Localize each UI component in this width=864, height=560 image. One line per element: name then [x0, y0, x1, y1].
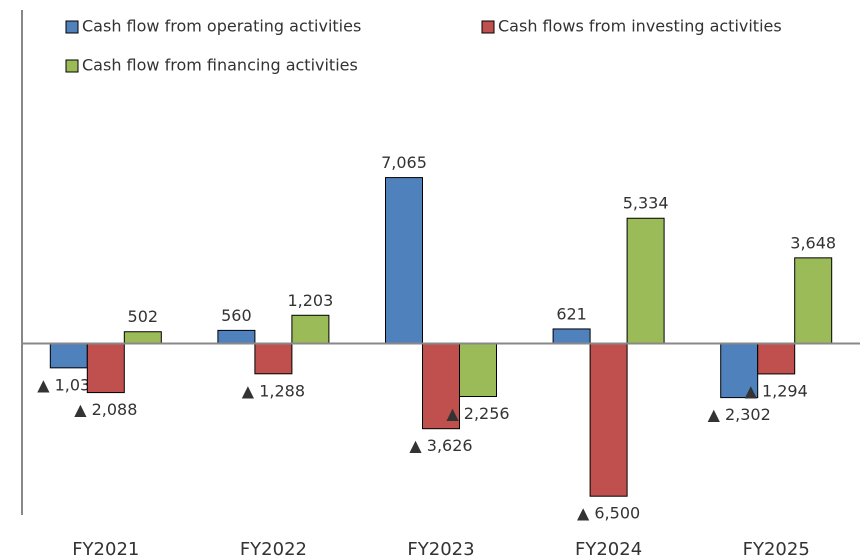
data-label: 502 [128, 307, 159, 326]
bar [757, 343, 796, 375]
data-label: 7,065 [381, 153, 427, 172]
legend-label: Cash flow from financing activities [82, 56, 358, 75]
data-label: 1,203 [287, 291, 333, 310]
data-label: ▲ 1,035 [37, 375, 100, 394]
bar [217, 329, 256, 345]
legend-swatch [481, 20, 495, 34]
bar [86, 343, 125, 394]
bar [291, 314, 330, 345]
x-tick-label: FY2025 [743, 539, 810, 560]
legend-swatch [65, 20, 79, 34]
data-label: 560 [221, 306, 252, 325]
bar [123, 331, 162, 345]
x-tick-label: FY2024 [575, 539, 642, 560]
bar [459, 343, 497, 398]
legend-swatch [65, 59, 79, 73]
bar [589, 343, 628, 497]
bar [49, 343, 88, 369]
bar [626, 217, 665, 345]
bar [720, 343, 759, 399]
x-tick-label: FY2022 [240, 539, 307, 560]
data-label: 5,334 [623, 194, 669, 213]
legend-label: Cash flow from operating activities [82, 17, 361, 36]
data-label: ▲ 1,294 [745, 381, 808, 400]
x-tick-label: FY2021 [72, 539, 139, 560]
x-tick-label: FY2023 [407, 539, 474, 560]
data-label: ▲ 6,500 [577, 504, 640, 523]
bar [385, 177, 423, 345]
data-label: 3,648 [790, 233, 836, 252]
data-label: ▲ 2,088 [74, 400, 137, 419]
bar [794, 257, 833, 345]
data-label: ▲ 2,302 [708, 405, 771, 424]
legend-label: Cash flows from investing activities [498, 17, 782, 36]
bar [552, 328, 591, 345]
bar [422, 343, 460, 430]
data-label: ▲ 1,288 [242, 381, 305, 400]
data-label: 621 [556, 304, 587, 323]
bar [254, 343, 293, 375]
data-label: ▲ 2,256 [446, 404, 509, 423]
data-label: ▲ 3,626 [409, 436, 472, 455]
